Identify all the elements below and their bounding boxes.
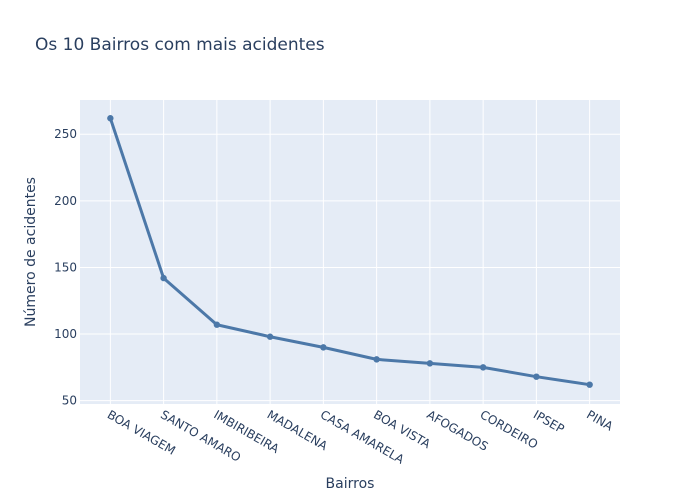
- data-point: [160, 274, 167, 282]
- y-tick-label: 50: [62, 394, 77, 408]
- y-tick-label: 250: [54, 127, 77, 141]
- y-tick-label: 100: [54, 327, 77, 341]
- data-point: [586, 381, 593, 388]
- x-tick-label: IPSEP: [531, 407, 567, 436]
- y-axis-label: Número de acidentes: [23, 177, 39, 327]
- x-tick-label: PINA: [584, 407, 616, 434]
- y-tick-label: 150: [54, 260, 77, 274]
- data-point: [213, 321, 221, 328]
- data-point: [426, 360, 434, 367]
- plot-area: [80, 100, 620, 404]
- data-point: [320, 344, 327, 351]
- y-tick-label: 200: [54, 194, 77, 208]
- data-point: [266, 333, 274, 340]
- chart-title: Os 10 Bairros com mais acidentes: [35, 35, 325, 55]
- data-point: [107, 115, 114, 122]
- series-line: [108, 117, 590, 387]
- data-point: [533, 373, 540, 380]
- data-point: [373, 356, 380, 363]
- x-axis-label: Bairros: [326, 476, 375, 492]
- data-point: [479, 364, 487, 371]
